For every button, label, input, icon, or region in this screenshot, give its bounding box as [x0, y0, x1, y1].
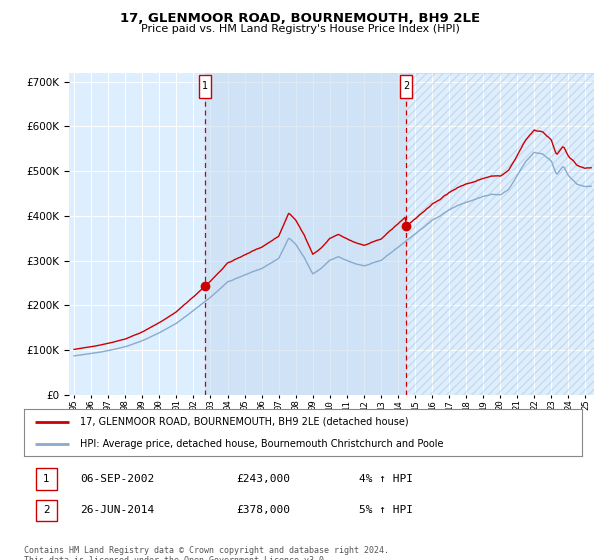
Text: 5% ↑ HPI: 5% ↑ HPI — [359, 505, 413, 515]
Text: Contains HM Land Registry data © Crown copyright and database right 2024.
This d: Contains HM Land Registry data © Crown c… — [24, 546, 389, 560]
FancyBboxPatch shape — [400, 74, 412, 98]
Text: £243,000: £243,000 — [236, 474, 290, 484]
Bar — [205, 73, 406, 395]
Text: 17, GLENMOOR ROAD, BOURNEMOUTH, BH9 2LE: 17, GLENMOOR ROAD, BOURNEMOUTH, BH9 2LE — [120, 12, 480, 25]
Text: 17, GLENMOOR ROAD, BOURNEMOUTH, BH9 2LE (detached house): 17, GLENMOOR ROAD, BOURNEMOUTH, BH9 2LE … — [80, 417, 409, 427]
Text: HPI: Average price, detached house, Bournemouth Christchurch and Poole: HPI: Average price, detached house, Bour… — [80, 438, 443, 449]
FancyBboxPatch shape — [199, 74, 211, 98]
FancyBboxPatch shape — [36, 468, 57, 489]
Text: 06-SEP-2002: 06-SEP-2002 — [80, 474, 154, 484]
Text: 4% ↑ HPI: 4% ↑ HPI — [359, 474, 413, 484]
Text: £378,000: £378,000 — [236, 505, 290, 515]
Text: 1: 1 — [202, 81, 208, 91]
FancyBboxPatch shape — [36, 500, 57, 521]
Text: Price paid vs. HM Land Registry's House Price Index (HPI): Price paid vs. HM Land Registry's House … — [140, 24, 460, 34]
Text: 2: 2 — [403, 81, 409, 91]
Bar — [406, 73, 600, 395]
Text: 1: 1 — [43, 474, 50, 484]
Text: 2: 2 — [43, 505, 50, 515]
Text: 26-JUN-2014: 26-JUN-2014 — [80, 505, 154, 515]
